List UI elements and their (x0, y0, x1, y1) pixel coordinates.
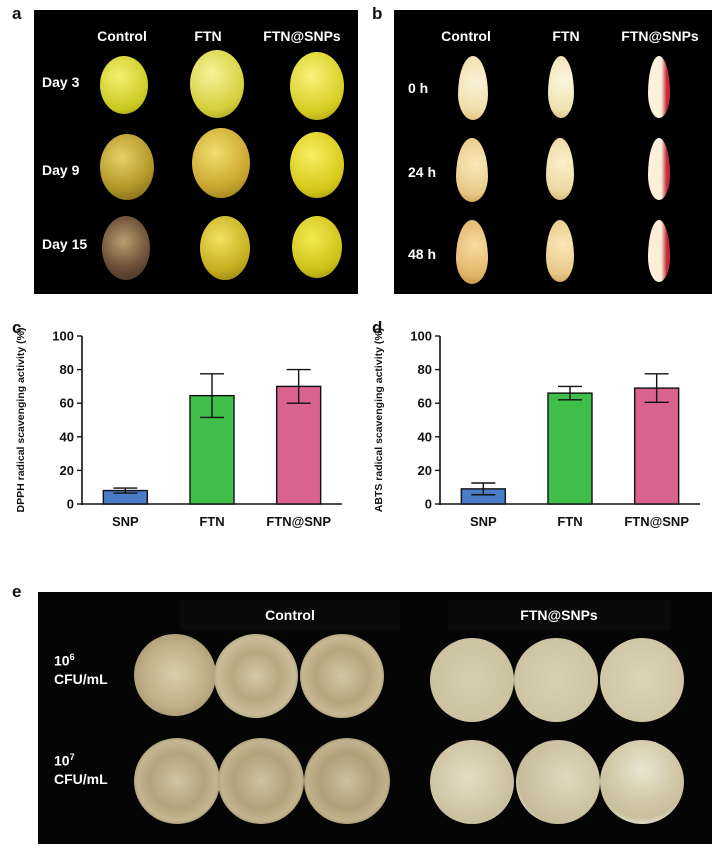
x-tick-label: SNP (470, 514, 497, 529)
plate-control-1e7-2 (218, 738, 304, 824)
x-tick-label: FTN@SNP (266, 514, 331, 529)
chart-abts: ABTS radical scavenging activity (%) 0 20 4… (368, 320, 718, 560)
row-label-48h: 48 h (408, 246, 437, 262)
grape-ftn-day3 (190, 50, 244, 118)
y-tick-label: 80 (418, 362, 432, 377)
y-tick-label: 0 (425, 497, 432, 512)
apple-ftn-48h (546, 220, 574, 282)
grape-control-day3 (100, 56, 148, 114)
apple-ftn-snps-0h (648, 56, 670, 118)
plate-control-1e6-2 (214, 634, 298, 718)
conc-exponent: 6 (69, 652, 75, 662)
grape-ftn-snps-day3 (290, 52, 344, 120)
grape-ftn-day15 (200, 216, 250, 280)
plate-ftn-snps-1e7-3 (600, 740, 684, 824)
plate-control-1e7-1 (134, 738, 220, 824)
x-tick-label: FTN (557, 514, 582, 529)
conc-unit: CFU/mL (54, 770, 108, 787)
conc-exponent: 7 (69, 752, 75, 762)
x-tick-label: FTN (199, 514, 224, 529)
plate-control-1e6-3 (300, 634, 384, 718)
plate-ftn-snps-1e6-1 (430, 638, 514, 722)
y-tick-label: 40 (60, 429, 74, 444)
y-axis-label: ABTS radical scavenging activity (%) (373, 328, 385, 512)
apple-ftn-snps-48h (648, 220, 670, 282)
col-label-ftn: FTN (194, 28, 222, 44)
plate-ftn-snps-1e7-1 (430, 740, 514, 824)
row-label-1e7: 107 CFU/mL (54, 748, 108, 788)
grape-ftn-day9 (192, 128, 250, 198)
apple-control-0h (458, 56, 488, 120)
x-tick-label: SNP (112, 514, 139, 529)
plate-ftn-snps-1e6-2 (514, 638, 598, 722)
conc-unit: CFU/mL (54, 670, 108, 687)
y-axis-label: DPPH radical scavenging activity (%) (15, 328, 27, 513)
panel-letter-b: b (372, 4, 383, 23)
col-label-ftn-snps: FTN@SNPs (263, 28, 341, 44)
row-label-24h: 24 h (408, 164, 437, 180)
group-header-ftn-snps: FTN@SNPs (448, 600, 670, 630)
chart-dpph: DPPH radical scavenging activity (%) 0 20 4… (10, 320, 360, 560)
grape-control-day9 (100, 134, 154, 200)
grape-control-day15 (102, 216, 150, 280)
y-tick-label: 20 (60, 463, 74, 478)
plate-ftn-snps-1e7-2 (516, 740, 600, 824)
bar-ftn (547, 392, 593, 505)
group-header-control: Control (180, 600, 400, 630)
y-tick-label: 20 (418, 463, 432, 478)
apple-control-48h (456, 220, 488, 284)
y-tick-label: 100 (410, 329, 432, 344)
row-label-0h: 0 h (408, 80, 429, 96)
chart-dpph-svg: DPPH radical scavenging activity (%) 0 20 4… (15, 328, 342, 529)
y-tick-label: 60 (418, 396, 432, 411)
bar-ftn@snp (633, 387, 680, 505)
grape-ftn-snps-day15 (292, 216, 342, 278)
row-label-day9: Day 9 (42, 162, 80, 178)
row-label-1e6: 106 CFU/mL (54, 648, 108, 688)
row-label-day3: Day 3 (42, 74, 80, 90)
col-label-control: Control (97, 28, 147, 44)
grape-photo-panel: Control FTN FTN@SNPs Day 3 Day 9 Day 15 (34, 10, 358, 294)
panel-letter-e: e (12, 582, 22, 601)
conc-base: 10 (54, 752, 70, 769)
col-label-ftn-snps: FTN@SNPs (621, 28, 699, 44)
apple-ftn-snps-24h (648, 138, 670, 200)
plate-control-1e6-1 (134, 634, 216, 716)
y-tick-label: 60 (60, 396, 74, 411)
y-tick-label: 40 (418, 429, 432, 444)
x-tick-label: FTN@SNP (624, 514, 689, 529)
panel-letter-d: d (372, 318, 383, 337)
apple-photo-panel: Control FTN FTN@SNPs 0 h 24 h 48 h (394, 10, 712, 294)
apple-ftn-24h (546, 138, 574, 200)
y-tick-label: 0 (67, 497, 74, 512)
y-tick-label: 80 (60, 362, 74, 377)
panel-letter-c: c (12, 318, 22, 337)
row-label-day15: Day 15 (42, 236, 88, 252)
conc-base: 10 (54, 652, 70, 669)
col-label-ftn: FTN (552, 28, 580, 44)
plate-ftn-snps-1e6-3 (600, 638, 684, 722)
apple-control-24h (456, 138, 488, 202)
chart-abts-svg: ABTS radical scavenging activity (%) 0 20 4… (373, 328, 700, 529)
panel-letter-a: a (12, 4, 22, 23)
bar-ftn@snp (275, 385, 322, 505)
plate-control-1e7-3 (304, 738, 390, 824)
y-tick-label: 100 (52, 329, 74, 344)
apple-ftn-0h (548, 56, 574, 118)
grape-ftn-snps-day9 (290, 132, 344, 198)
col-label-control: Control (441, 28, 491, 44)
plate-photo-panel: Control FTN@SNPs 106 CFU/mL 107 CFU/mL (38, 592, 712, 844)
